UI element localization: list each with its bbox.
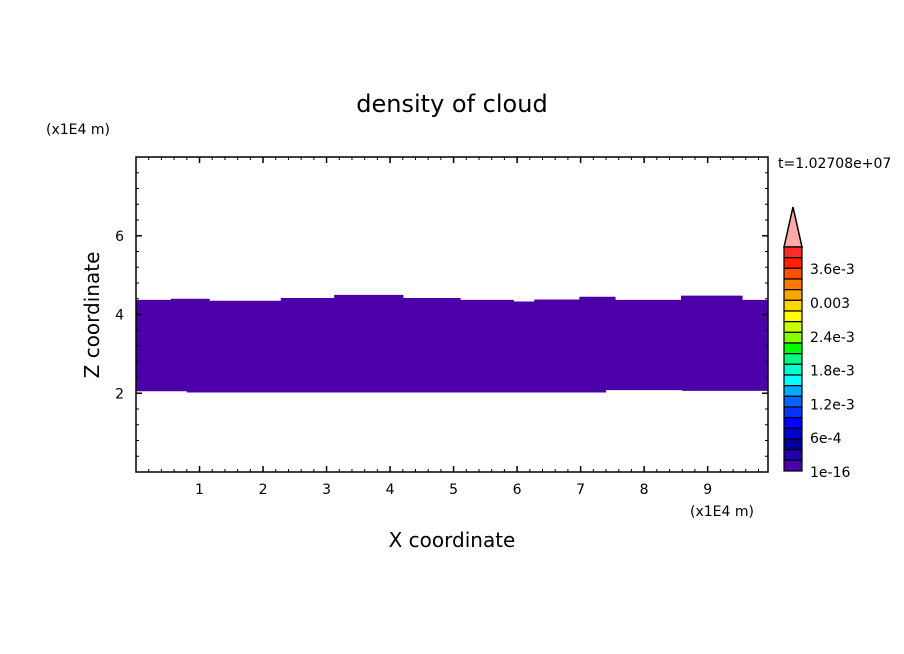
colorbar-swatch — [783, 321, 803, 333]
colorbar-swatch — [783, 310, 803, 323]
chart-title: density of cloud — [356, 90, 547, 118]
colorbar-swatch — [783, 246, 803, 259]
cloud-density-fill — [136, 294, 768, 393]
x-unit-label: (x1E4 m) — [690, 504, 754, 520]
x-tick-label: 7 — [576, 482, 585, 498]
cloud-layer — [136, 294, 768, 393]
colorbar-swatch — [783, 417, 803, 429]
colorbar-swatch — [783, 459, 803, 472]
colorbar-label: 2.4e-3 — [810, 330, 855, 346]
x-tick-label: 5 — [449, 482, 458, 498]
colorbar-swatch — [783, 374, 803, 387]
colorbar-swatch — [783, 385, 803, 397]
colorbar-swatch — [783, 289, 803, 301]
colorbar-swatch — [783, 299, 803, 312]
colorbar-swatch — [783, 342, 803, 355]
y-tick-label: 6 — [115, 229, 124, 245]
colorbar-swatch — [783, 395, 803, 408]
colorbar-swatch — [783, 427, 803, 440]
colorbar-swatch — [783, 438, 803, 451]
x-axis-label: X coordinate — [389, 528, 516, 552]
y-tick-label: 4 — [115, 308, 124, 324]
x-tick-label: 9 — [703, 482, 712, 498]
colorbar-label: 0.003 — [810, 296, 850, 312]
x-tick-label: 4 — [386, 482, 395, 498]
colorbar-overflow-arrow — [783, 206, 803, 248]
y-unit-label: (x1E4 m) — [46, 122, 110, 138]
colorbar-label: 1.2e-3 — [810, 397, 855, 413]
x-tick-label: 3 — [322, 482, 331, 498]
colorbar-swatch — [783, 278, 803, 291]
time-label: t=1.02708e+07 — [778, 156, 891, 172]
y-tick-label: 2 — [115, 386, 124, 402]
colorbar-label: 1e-16 — [810, 465, 850, 481]
x-tick-label: 1 — [195, 482, 204, 498]
colorbar-label: 1.8e-3 — [810, 364, 855, 380]
colorbar: 3.6e-3 0.003 2.4e-3 1.8e-3 1.2e-3 6e-4 1e-16 — [783, 206, 855, 481]
x-tick-label: 2 — [259, 482, 268, 498]
x-tick-label: 6 — [513, 482, 522, 498]
axes: 1 2 3 4 5 6 7 8 9 2 4 6 — [115, 156, 769, 498]
colorbar-swatch — [783, 353, 803, 365]
colorbar-swatch — [783, 363, 803, 376]
colorbar-swatch — [783, 331, 803, 344]
x-tick-label: 8 — [640, 482, 649, 498]
colorbar-swatch — [783, 257, 803, 269]
colorbar-swatch — [783, 406, 803, 419]
y-axis-label: Z coordinate — [80, 252, 104, 379]
colorbar-label: 6e-4 — [810, 431, 842, 447]
colorbar-swatch — [783, 449, 803, 461]
colorbar-swatch — [783, 267, 803, 280]
colorbar-label: 3.6e-3 — [810, 262, 855, 278]
